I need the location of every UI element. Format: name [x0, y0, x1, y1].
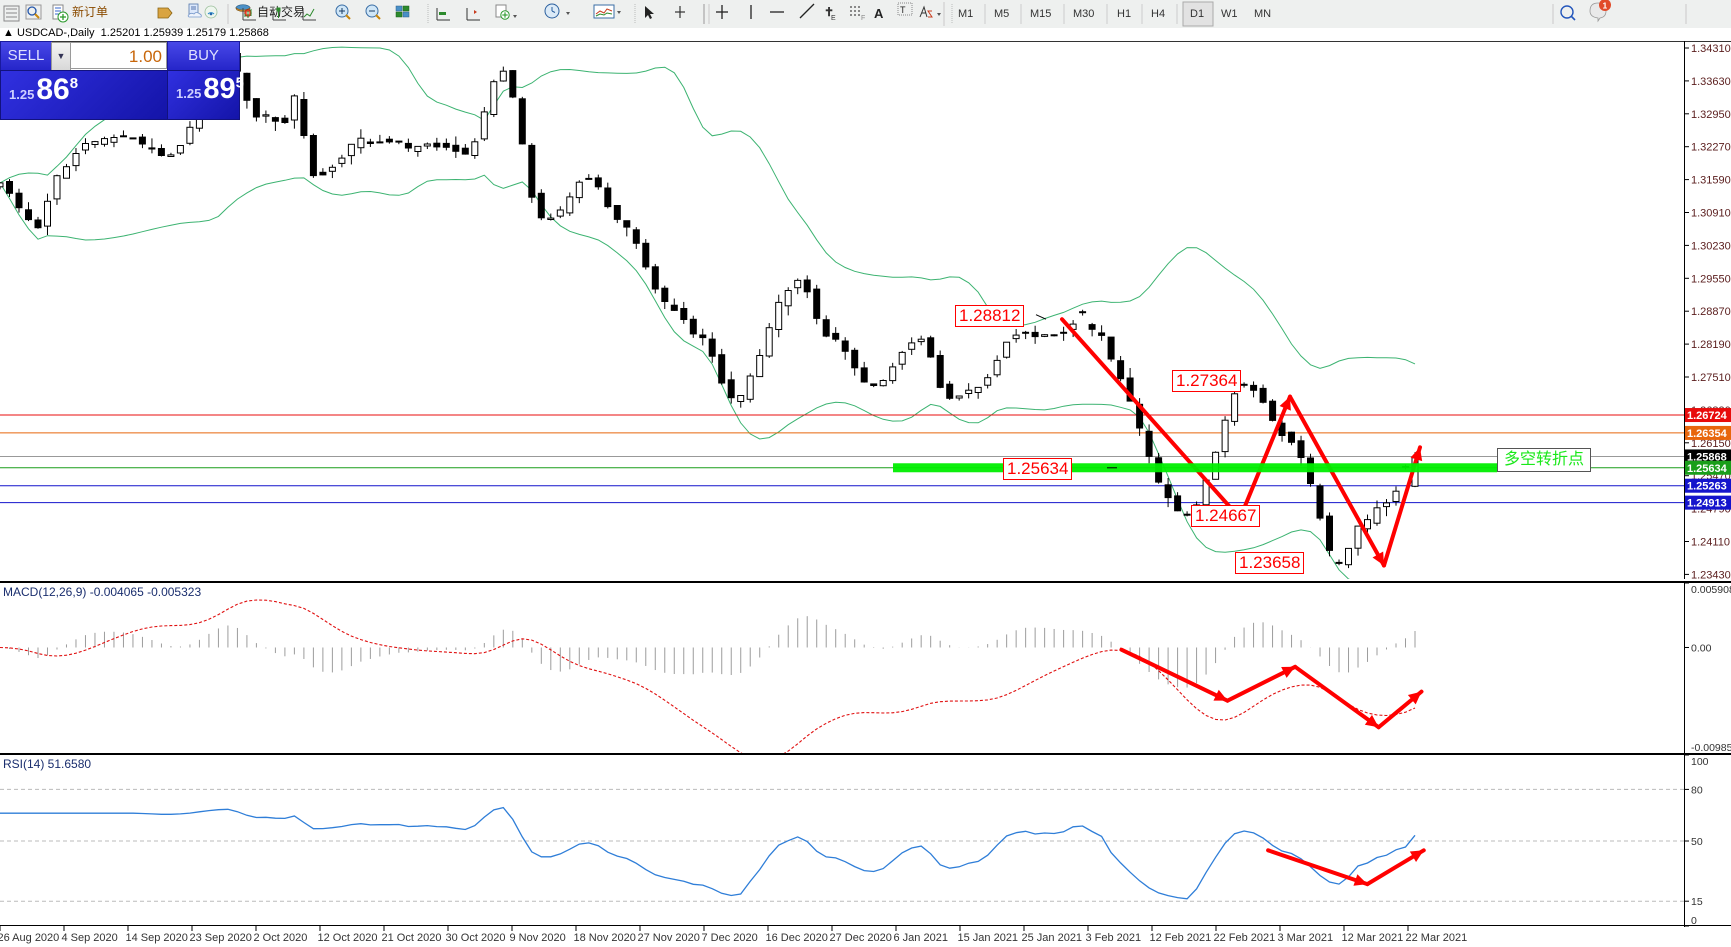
svg-text:1.25634: 1.25634	[1687, 463, 1728, 475]
svg-text:1.24913: 1.24913	[1687, 498, 1727, 510]
svg-text:自动交易: 自动交易	[257, 4, 305, 19]
svg-text:M30: M30	[1073, 8, 1094, 20]
svg-text:1.28870: 1.28870	[1691, 306, 1731, 318]
svg-text:1.27510: 1.27510	[1691, 372, 1731, 384]
svg-text:1: 1	[1603, 0, 1608, 10]
svg-text:1.26724: 1.26724	[1687, 410, 1728, 422]
svg-text:1.30230: 1.30230	[1691, 240, 1731, 252]
svg-text:W1: W1	[1221, 8, 1238, 20]
svg-text:F: F	[861, 15, 865, 22]
svg-text:E: E	[831, 15, 836, 22]
svg-text:1.32270: 1.32270	[1691, 142, 1731, 154]
svg-text:100: 100	[1691, 756, 1709, 768]
svg-text:0.00: 0.00	[1691, 642, 1712, 654]
svg-text:H1: H1	[1117, 8, 1131, 20]
svg-text:1.30910: 1.30910	[1691, 208, 1731, 220]
svg-text:H4: H4	[1151, 8, 1165, 20]
svg-text:MN: MN	[1254, 8, 1271, 20]
svg-text:0.005908: 0.005908	[1691, 584, 1731, 596]
svg-text:15: 15	[1691, 896, 1703, 908]
svg-text:50: 50	[1691, 836, 1703, 848]
svg-text:1.26354: 1.26354	[1687, 428, 1728, 440]
svg-text:1.32950: 1.32950	[1691, 109, 1731, 121]
svg-text:M15: M15	[1030, 8, 1051, 20]
svg-text:1.25263: 1.25263	[1687, 481, 1727, 493]
svg-text:M5: M5	[994, 8, 1009, 20]
svg-text:1.33630: 1.33630	[1691, 76, 1731, 88]
svg-text:1.23430: 1.23430	[1691, 569, 1731, 579]
svg-text:80: 80	[1691, 784, 1703, 796]
svg-text:1.28190: 1.28190	[1691, 339, 1731, 351]
svg-text:1.29550: 1.29550	[1691, 273, 1731, 285]
svg-text:M1: M1	[958, 8, 973, 20]
svg-text:新订单: 新订单	[72, 4, 108, 19]
svg-text:A: A	[874, 6, 884, 21]
svg-text:T: T	[900, 5, 906, 15]
svg-text:D1: D1	[1190, 8, 1204, 20]
svg-text:1.24110: 1.24110	[1691, 537, 1730, 549]
svg-text:1.34310: 1.34310	[1691, 43, 1731, 55]
svg-text:1.31590: 1.31590	[1691, 175, 1731, 187]
